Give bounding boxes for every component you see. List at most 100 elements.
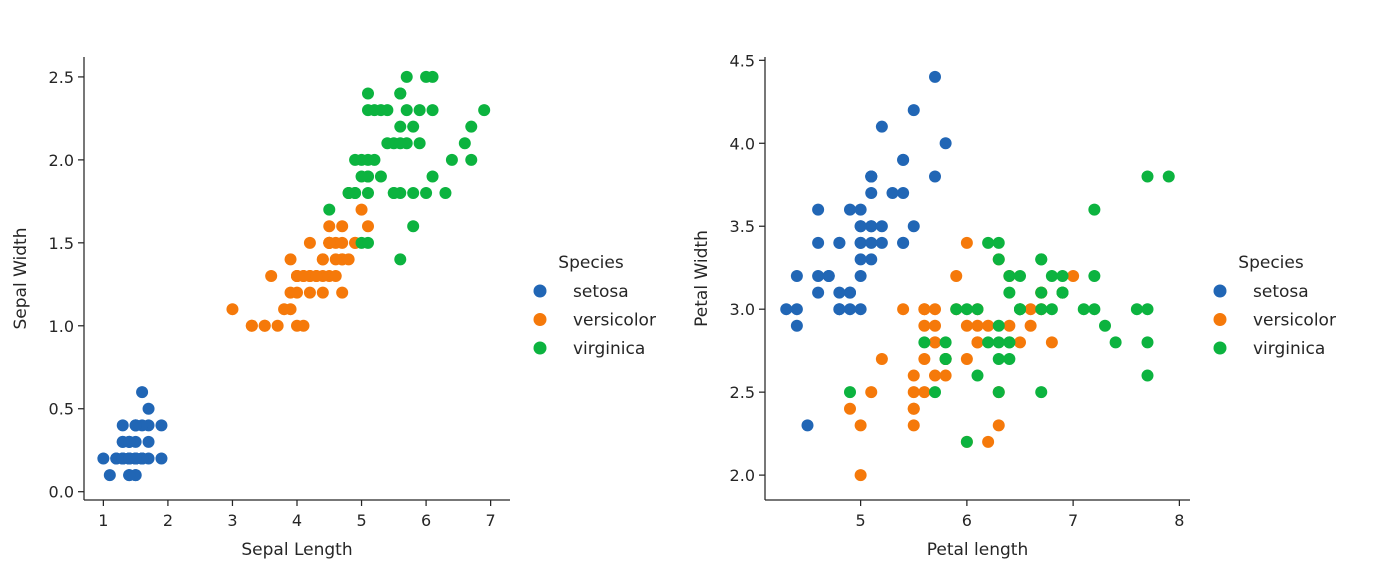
data-point-setosa bbox=[875, 120, 888, 133]
x-tick-label: 3 bbox=[227, 511, 237, 530]
data-point-virginica bbox=[982, 336, 995, 349]
data-point-versicolor bbox=[971, 336, 984, 349]
y-tick-label: 0.5 bbox=[49, 400, 74, 419]
data-point-virginica bbox=[971, 303, 984, 316]
data-point-versicolor bbox=[336, 220, 349, 233]
data-point-virginica bbox=[1077, 303, 1090, 316]
data-point-setosa bbox=[854, 253, 867, 266]
data-point-virginica bbox=[374, 170, 387, 183]
data-point-setosa bbox=[854, 270, 867, 283]
legend: Species setosa versicolor virginica bbox=[533, 253, 656, 359]
y-tick-label: 2.5 bbox=[730, 383, 755, 402]
legend-marker-versicolor bbox=[533, 313, 547, 326]
data-point-versicolor bbox=[865, 386, 878, 399]
data-point-virginica bbox=[992, 236, 1005, 249]
data-point-versicolor bbox=[1024, 319, 1037, 332]
data-point-virginica bbox=[1035, 386, 1048, 399]
data-point-virginica bbox=[1003, 352, 1016, 365]
x-tick-label: 1 bbox=[98, 511, 108, 530]
data-point-versicolor bbox=[297, 270, 310, 283]
data-point-virginica bbox=[992, 253, 1005, 266]
data-point-virginica bbox=[400, 70, 413, 83]
legend-marker-virginica bbox=[1213, 341, 1227, 355]
data-point-versicolor bbox=[939, 369, 952, 382]
y-tick-label: 0.0 bbox=[49, 483, 74, 502]
x-tick-label: 5 bbox=[856, 511, 866, 530]
data-point-versicolor bbox=[854, 419, 867, 432]
data-point-virginica bbox=[349, 153, 362, 166]
data-point-versicolor bbox=[918, 386, 931, 399]
data-point-virginica bbox=[407, 120, 420, 133]
data-point-virginica bbox=[1014, 270, 1026, 283]
data-point-virginica bbox=[918, 336, 931, 349]
data-point-virginica bbox=[992, 386, 1005, 399]
data-point-versicolor bbox=[907, 419, 920, 432]
data-point-setosa bbox=[142, 435, 155, 448]
data-point-versicolor bbox=[291, 286, 303, 299]
data-point-virginica bbox=[342, 187, 355, 200]
data-point-versicolor bbox=[316, 253, 329, 266]
data-point-setosa bbox=[844, 203, 856, 216]
data-point-setosa bbox=[142, 402, 155, 415]
data-point-versicolor bbox=[960, 319, 973, 332]
x-axis-title: Petal length bbox=[927, 540, 1029, 560]
data-point-versicolor bbox=[336, 286, 349, 299]
data-point-virginica bbox=[844, 386, 856, 399]
data-point-setosa bbox=[865, 220, 878, 233]
data-point-versicolor bbox=[875, 352, 888, 365]
legend-marker-versicolor bbox=[1213, 313, 1227, 326]
series-virginica bbox=[844, 170, 1175, 448]
data-point-virginica bbox=[413, 137, 426, 150]
data-point-virginica bbox=[413, 104, 426, 117]
data-point-setosa bbox=[801, 419, 814, 432]
data-point-virginica bbox=[1141, 303, 1154, 316]
y-tick-label: 2.0 bbox=[49, 151, 74, 170]
data-point-virginica bbox=[465, 120, 478, 133]
data-point-setosa bbox=[844, 286, 856, 299]
data-point-versicolor bbox=[844, 402, 856, 415]
data-point-versicolor bbox=[982, 435, 995, 448]
data-point-setosa bbox=[886, 187, 899, 200]
data-point-setosa bbox=[833, 236, 846, 249]
data-point-versicolor bbox=[918, 319, 931, 332]
data-point-virginica bbox=[368, 104, 381, 117]
data-point-versicolor bbox=[1014, 336, 1026, 349]
data-point-virginica bbox=[1003, 270, 1016, 283]
data-point-setosa bbox=[155, 419, 168, 432]
data-point-virginica bbox=[1141, 170, 1154, 183]
legend-marker-virginica bbox=[533, 341, 547, 355]
data-point-virginica bbox=[1045, 303, 1058, 316]
data-point-setosa bbox=[907, 104, 920, 117]
data-point-virginica bbox=[1014, 303, 1026, 316]
data-point-virginica bbox=[381, 104, 394, 117]
data-point-setosa bbox=[875, 220, 888, 233]
data-point-versicolor bbox=[329, 270, 342, 283]
y-tick-label: 4.0 bbox=[730, 134, 755, 153]
data-point-virginica bbox=[992, 336, 1005, 349]
y-tick-label: 3.5 bbox=[730, 217, 755, 236]
data-point-virginica bbox=[1045, 270, 1058, 283]
x-tick-label: 2 bbox=[163, 511, 173, 530]
data-point-setosa bbox=[790, 319, 803, 332]
data-point-versicolor bbox=[992, 419, 1005, 432]
data-point-virginica bbox=[971, 369, 984, 382]
data-point-versicolor bbox=[929, 303, 941, 316]
series-virginica bbox=[323, 70, 491, 266]
chart-petal: 5 6 7 8 2.0 2.5 3.0 3.5 4.0 4.5 Petal length Petal … bbox=[692, 51, 1336, 560]
data-point-setosa bbox=[812, 286, 825, 299]
data-point-setosa bbox=[123, 469, 136, 482]
data-point-setosa bbox=[939, 137, 952, 150]
data-point-setosa bbox=[129, 419, 142, 432]
data-point-virginica bbox=[1035, 286, 1048, 299]
data-point-virginica bbox=[368, 153, 381, 166]
data-point-virginica bbox=[394, 253, 407, 266]
data-point-setosa bbox=[812, 203, 825, 216]
data-point-virginica bbox=[1088, 270, 1101, 283]
data-point-versicolor bbox=[854, 469, 867, 482]
data-point-virginica bbox=[426, 70, 439, 83]
series-setosa bbox=[780, 70, 952, 432]
data-point-virginica bbox=[1003, 336, 1016, 349]
data-point-versicolor bbox=[1067, 270, 1080, 283]
data-point-virginica bbox=[394, 87, 407, 100]
y-tick-label: 3.0 bbox=[730, 300, 755, 319]
